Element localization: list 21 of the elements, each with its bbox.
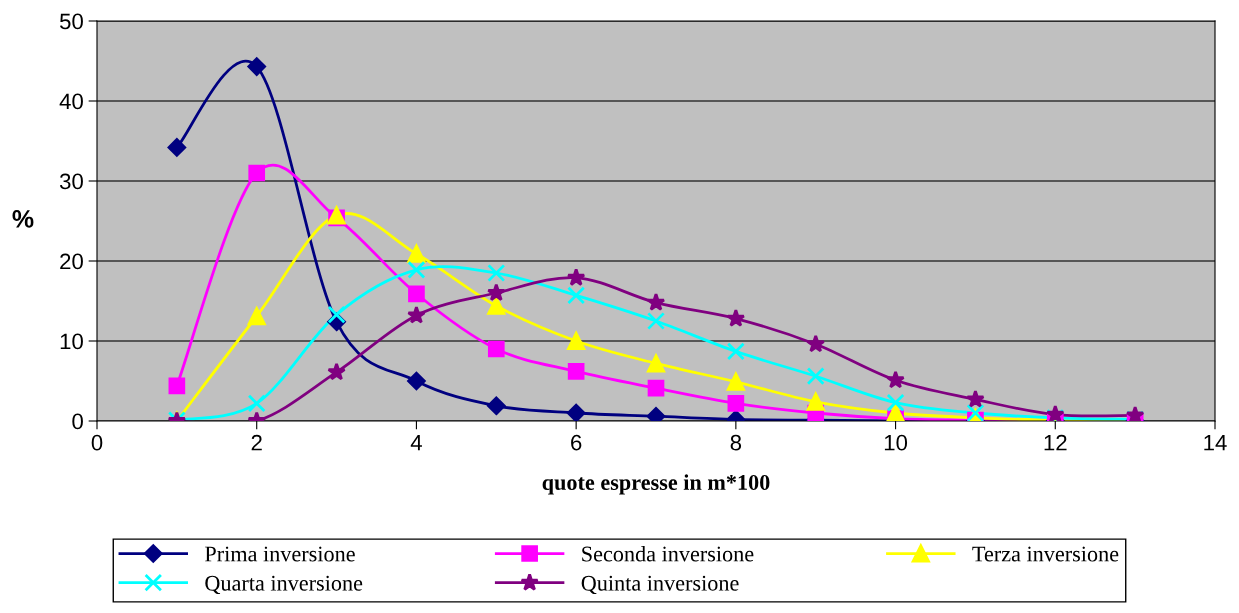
x-tick-label: 4 [410, 435, 422, 451]
x-tick-label: 6 [571, 434, 582, 451]
legend-label: Quinta inversione [581, 575, 739, 595]
y-tick-label: 10 [60, 333, 83, 350]
y-tick-label: 30 [59, 173, 83, 190]
y-axis-title: % [12, 210, 34, 228]
legend-label: Quarta inversione [205, 575, 363, 595]
x-tick-label: 8 [730, 434, 742, 451]
y-tick-label: 0 [72, 413, 83, 430]
x-tick-label: 14 [1204, 435, 1227, 451]
legend-label: Prima inversione [205, 546, 355, 562]
x-tick-label: 0 [91, 434, 103, 451]
legend-label: Seconda inversione [582, 545, 754, 562]
legend-label: Terza inversione [972, 546, 1119, 562]
x-tick-label: 2 [251, 434, 262, 451]
x-tick-label: 12 [1044, 434, 1067, 451]
x-tick-label: 10 [884, 434, 908, 451]
x-axis-title: quote espresse in m*100 [542, 474, 770, 495]
y-tick-label: 20 [60, 253, 83, 270]
y-tick-label: 40 [59, 93, 83, 110]
y-tick-label: 50 [59, 13, 83, 30]
